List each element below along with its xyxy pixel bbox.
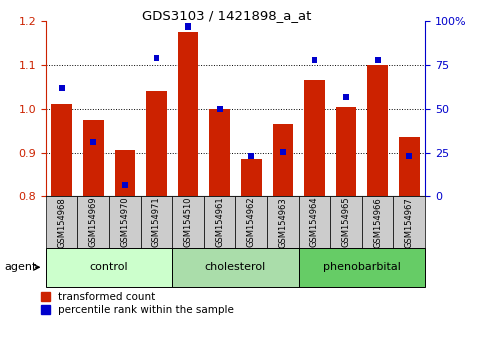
Bar	[204, 196, 236, 248]
Text: GSM154969: GSM154969	[89, 197, 98, 247]
Text: GSM154971: GSM154971	[152, 197, 161, 247]
Text: GSM154961: GSM154961	[215, 197, 224, 247]
Text: agent: agent	[5, 262, 37, 272]
Text: GSM154964: GSM154964	[310, 197, 319, 247]
Bar	[336, 107, 356, 196]
Bar	[312, 57, 317, 63]
Text: GSM154968: GSM154968	[57, 197, 66, 247]
Bar	[141, 196, 172, 248]
Text: phenobarbital: phenobarbital	[323, 262, 401, 272]
Bar	[46, 196, 77, 248]
Bar	[330, 196, 362, 248]
Bar	[77, 196, 109, 248]
Bar	[146, 91, 167, 196]
Bar	[362, 196, 394, 248]
Bar	[83, 120, 103, 196]
Text: GSM154510: GSM154510	[184, 197, 193, 247]
Bar	[248, 153, 254, 159]
Bar	[172, 196, 204, 248]
Bar	[304, 80, 325, 196]
Bar	[210, 109, 230, 196]
Bar	[236, 196, 267, 248]
Bar	[172, 248, 298, 287]
Bar	[394, 196, 425, 248]
Text: GSM154970: GSM154970	[120, 197, 129, 247]
Text: GDS3103 / 1421898_a_at: GDS3103 / 1421898_a_at	[142, 9, 312, 22]
Text: GSM154965: GSM154965	[341, 197, 351, 247]
Bar	[46, 248, 172, 287]
Text: GSM154966: GSM154966	[373, 197, 382, 247]
Text: cholesterol: cholesterol	[205, 262, 266, 272]
Bar	[51, 104, 72, 196]
Bar	[280, 149, 286, 155]
Bar	[267, 196, 298, 248]
Bar	[217, 106, 223, 112]
Text: GSM154967: GSM154967	[405, 197, 414, 247]
Bar	[375, 57, 381, 63]
Text: control: control	[90, 262, 128, 272]
Bar	[90, 139, 96, 145]
Bar	[272, 124, 293, 196]
Bar	[298, 248, 425, 287]
Text: GSM154963: GSM154963	[278, 197, 287, 247]
Bar	[406, 153, 412, 159]
Bar	[399, 137, 420, 196]
Bar	[114, 150, 135, 196]
Bar	[59, 85, 65, 91]
Bar	[178, 32, 199, 196]
Bar	[154, 55, 159, 61]
Bar	[368, 65, 388, 196]
Bar	[122, 182, 128, 188]
Bar	[298, 196, 330, 248]
Legend: transformed count, percentile rank within the sample: transformed count, percentile rank withi…	[42, 292, 234, 315]
Bar	[109, 196, 141, 248]
Bar	[343, 93, 349, 100]
Text: GSM154962: GSM154962	[247, 197, 256, 247]
Bar	[241, 159, 261, 196]
Bar	[185, 23, 191, 30]
